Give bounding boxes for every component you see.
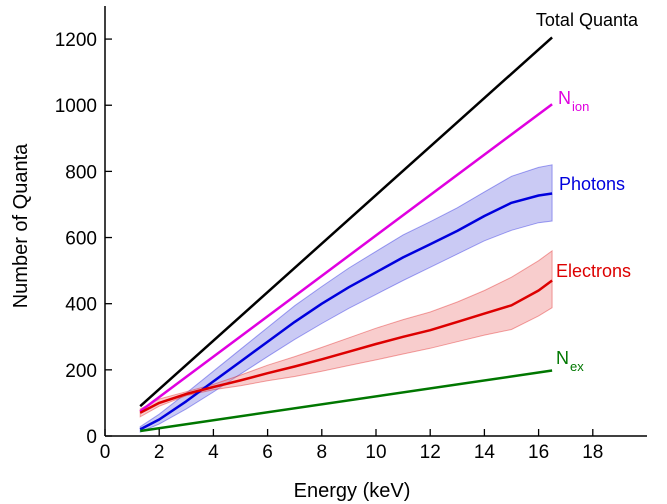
x-tick-label: 8 — [317, 442, 328, 463]
electrons-band — [139, 249, 553, 418]
x-tick-label: 16 — [528, 442, 549, 463]
x-axis-title: Energy (keV) — [294, 480, 411, 502]
nex-label: Nex — [556, 348, 584, 374]
x-tick-label: 12 — [420, 442, 441, 463]
nion-label: Nion — [558, 88, 589, 114]
photons-band — [139, 164, 553, 433]
series-lines — [139, 36, 553, 433]
photons-label: Photons — [559, 174, 625, 194]
y-tick-label: 400 — [65, 295, 97, 316]
x-tick-label: 0 — [100, 442, 111, 463]
y-tick-label: 200 — [65, 361, 97, 382]
x-tick-label: 10 — [365, 442, 386, 463]
y-tick-label: 1200 — [55, 30, 97, 51]
y-tick-label: 600 — [65, 229, 97, 250]
y-tick-label: 1000 — [55, 96, 97, 117]
nion-line — [139, 103, 553, 413]
y-axis-title: Number of Quanta — [10, 143, 32, 308]
y-tick-label: 0 — [86, 427, 97, 448]
x-tick-label: 18 — [582, 442, 603, 463]
axes: 0 2 4 6 8 10 12 14 16 18 0 200 400 600 800 1000 1200 — [55, 6, 647, 463]
uncertainty-bands — [139, 164, 553, 433]
y-tick-label: 800 — [65, 162, 97, 183]
x-tick-label: 4 — [208, 442, 219, 463]
electrons-label: Electrons — [556, 261, 631, 281]
x-tick-label: 6 — [262, 442, 273, 463]
electrons-line — [139, 279, 553, 414]
x-tick-label: 2 — [154, 442, 165, 463]
x-tick-label: 14 — [474, 442, 496, 463]
photons-line — [139, 192, 553, 431]
total-line — [139, 36, 553, 408]
nex-line — [140, 369, 553, 433]
total-label: Total Quanta — [536, 10, 639, 30]
